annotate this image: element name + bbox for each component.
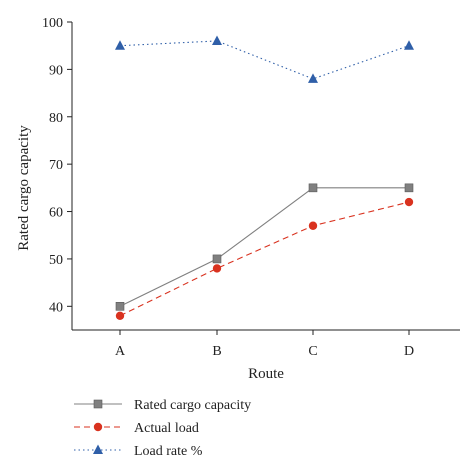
data-point [308,73,318,83]
axes: 40 50 60 70 80 90 100 A B C D [42,16,460,359]
series-line [119,40,410,80]
series-rated-cargo-capacity [115,183,414,311]
data-point [212,254,222,264]
x-axis-title: Route [248,366,284,382]
series-actual-load [115,197,414,320]
data-point [404,197,414,207]
data-point [212,264,222,273]
data-point [115,302,125,311]
x-tick-label: D [404,344,414,359]
series-load-rate [115,35,414,83]
legend-label: Actual load [134,421,199,436]
data-point [115,311,125,320]
x-tick-label: A [115,344,126,359]
y-tick-label: 80 [49,111,63,126]
series-line [119,187,409,307]
y-tick-label: 40 [49,300,63,315]
x-ticks: A B C D [115,330,414,359]
y-tick-label: 90 [49,63,63,78]
series-layer [115,35,414,320]
legend-marker [93,399,103,409]
data-point [308,183,318,193]
data-point [308,221,318,230]
y-axis-title: Rated cargo capacity [16,125,32,251]
data-point [404,40,414,50]
legend-item: Load rate % [74,444,203,459]
data-point [115,40,125,50]
legend-marker [93,444,103,454]
x-tick-label: C [308,344,317,359]
legend-marker [93,422,103,432]
legend-item: Actual load [74,421,199,436]
data-point [212,35,222,45]
x-tick-label: B [212,344,221,359]
y-tick-label: 60 [49,206,63,221]
legend: Rated cargo capacity Actual load Load rate… [74,398,251,459]
series-line [119,201,410,317]
y-tick-label: 50 [49,253,63,268]
legend-label: Load rate % [134,444,203,459]
y-ticks: 40 50 60 70 80 90 100 [42,16,72,315]
y-tick-label: 100 [42,16,63,31]
legend-item: Rated cargo capacity [74,398,251,413]
y-tick-label: 70 [49,158,63,173]
data-point [404,183,414,193]
legend-label: Rated cargo capacity [134,398,251,413]
